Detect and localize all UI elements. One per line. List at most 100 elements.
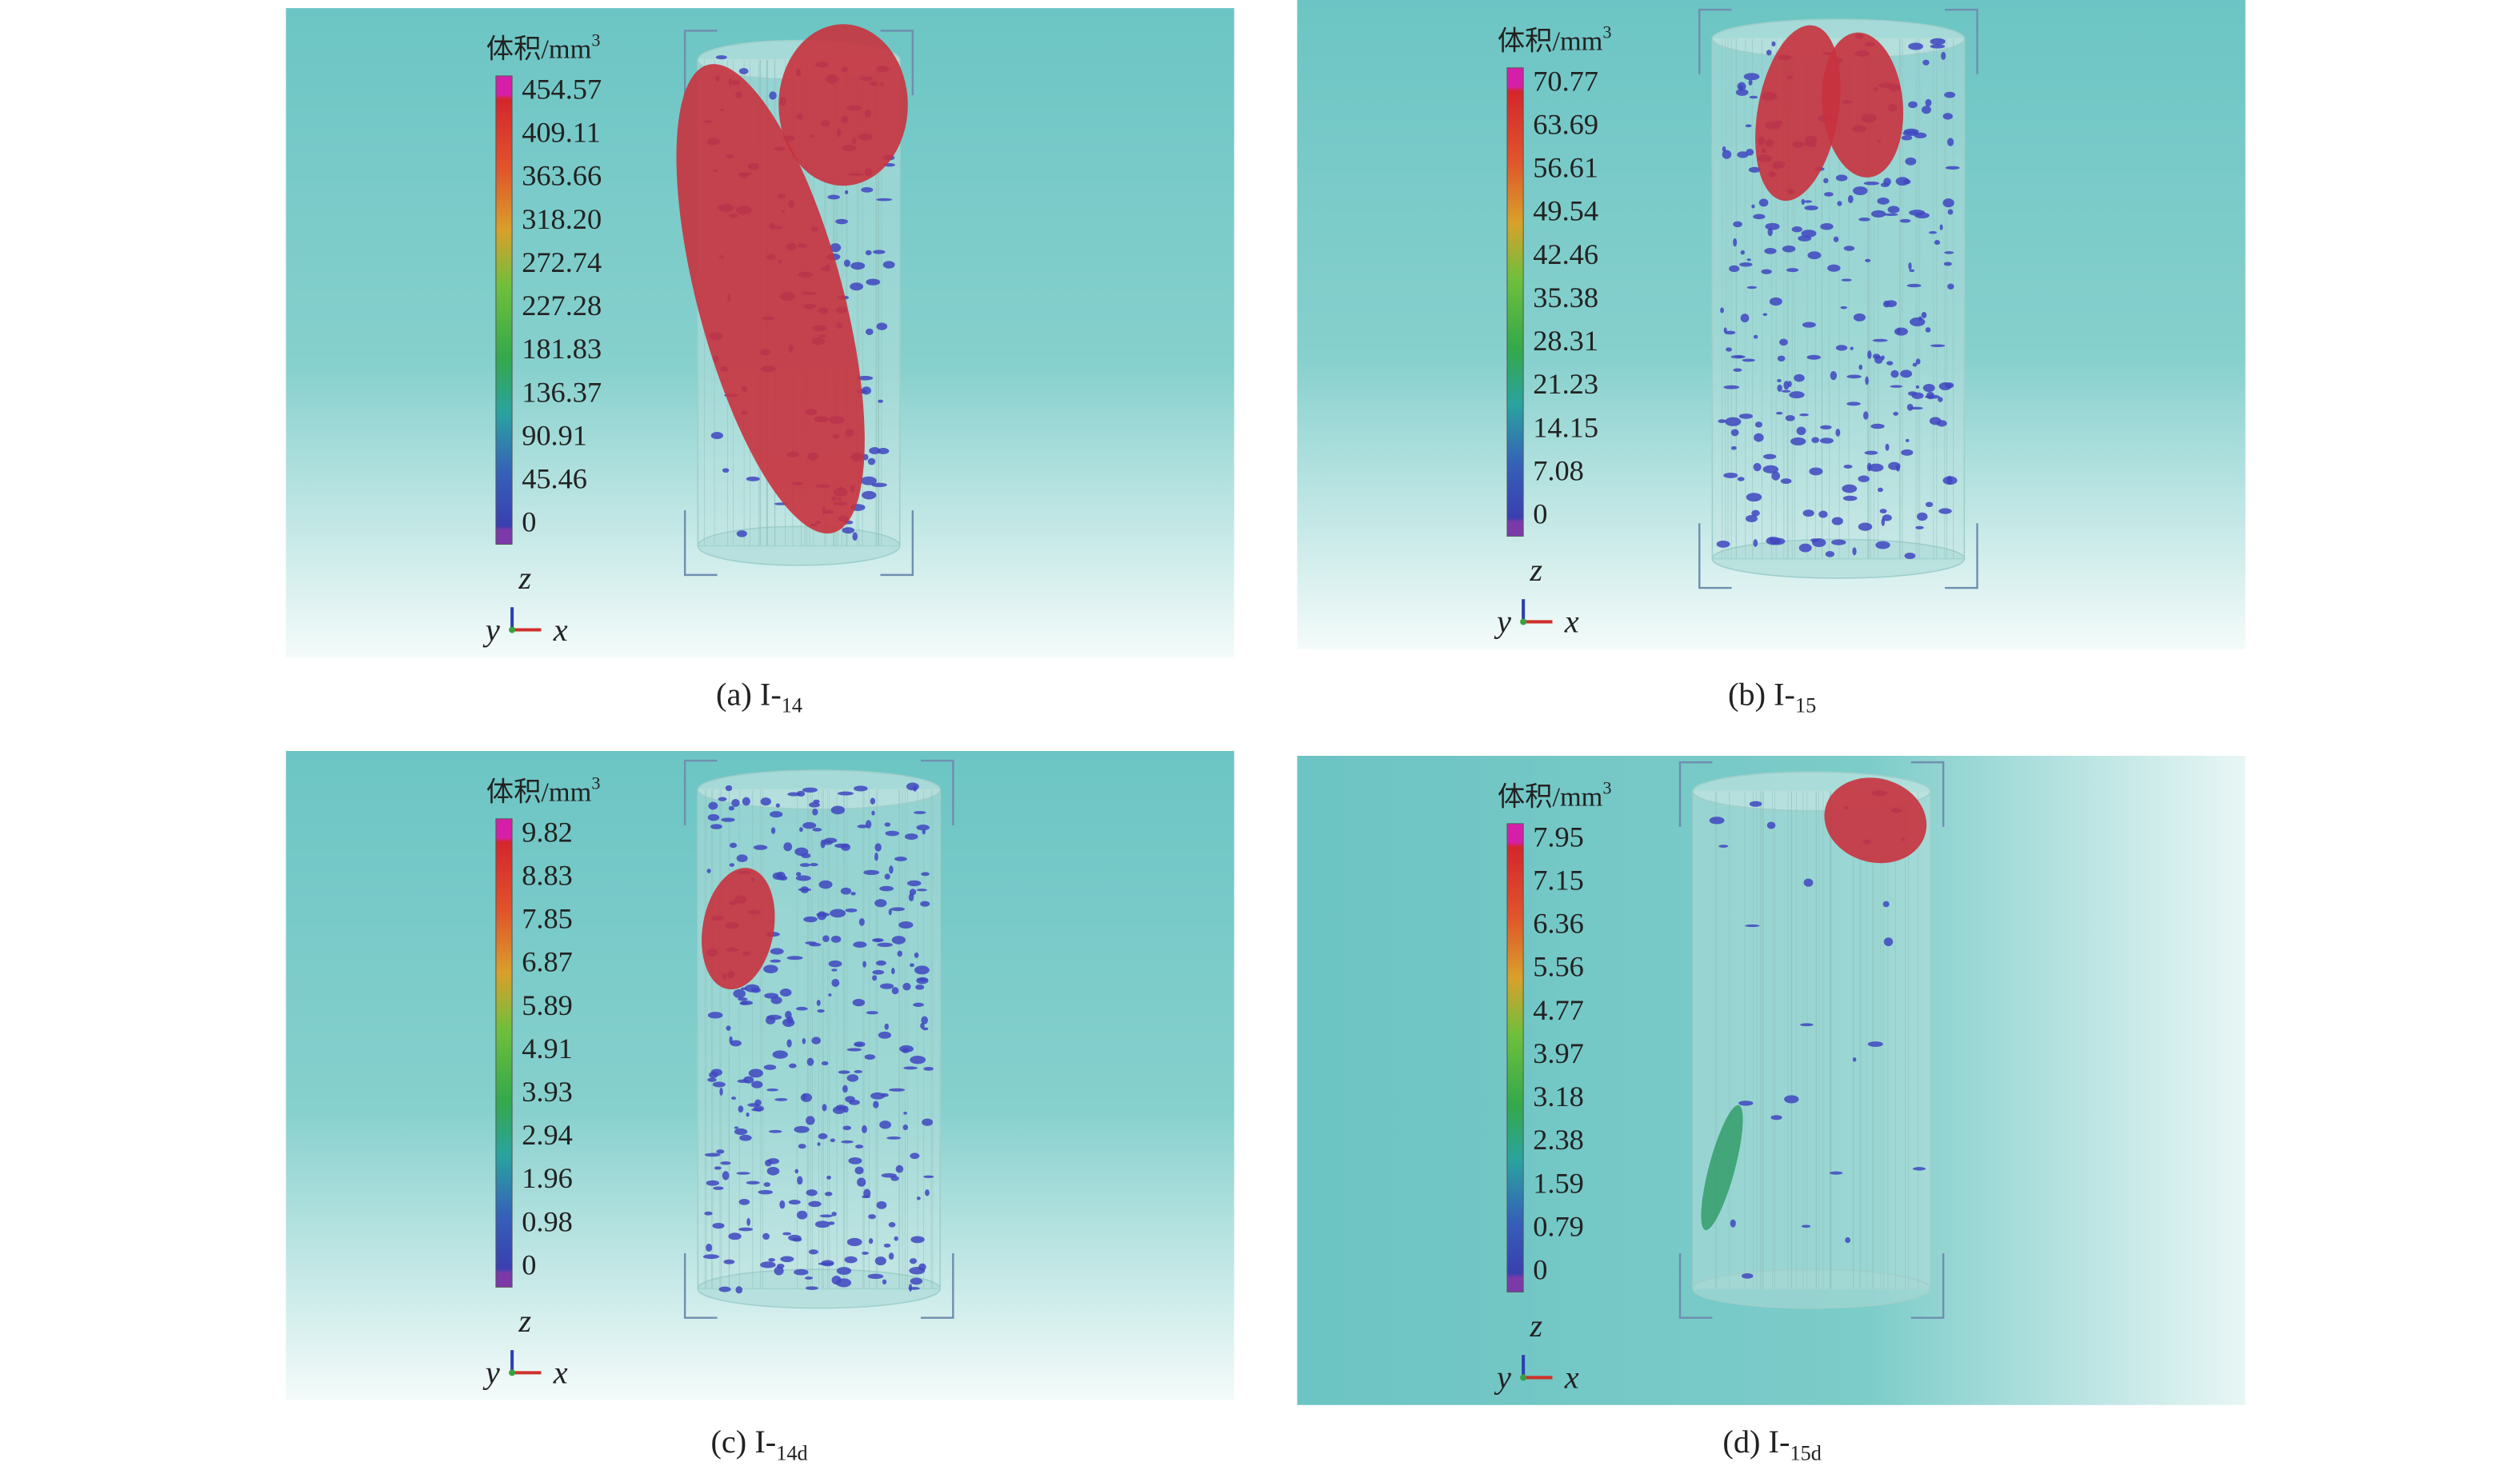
colorbar-tick-label: 8.83 (522, 859, 573, 891)
pore (1872, 354, 1881, 359)
pore (1777, 378, 1782, 383)
pore (1737, 82, 1746, 91)
pore (876, 1200, 887, 1209)
pore (1803, 878, 1814, 887)
pore (1867, 1041, 1883, 1048)
pore (909, 889, 917, 896)
colorbar-tick-label: 227.28 (522, 290, 602, 322)
pore (742, 797, 750, 806)
pore (779, 1200, 786, 1209)
pore (921, 872, 930, 877)
colorbar-tick-label: 272.74 (522, 246, 602, 278)
pore (857, 1177, 866, 1187)
pore (890, 907, 905, 912)
panel-caption: (c) I-14d (710, 1424, 807, 1465)
colorbar-title-sup: 3 (591, 773, 600, 793)
view-bracket (1678, 1252, 1713, 1319)
pore (1853, 313, 1866, 322)
fracture (1755, 25, 1841, 202)
pore (1947, 209, 1954, 215)
colorbar-title-text: 体积/mm (1498, 781, 1603, 812)
pore (805, 941, 817, 945)
pore (902, 982, 911, 991)
pore (888, 909, 892, 916)
pore (1794, 373, 1805, 382)
pore (831, 969, 838, 972)
pore (1800, 1023, 1814, 1027)
pore (798, 1144, 806, 1149)
pore (803, 916, 818, 923)
pore (731, 798, 740, 807)
pore (1746, 493, 1762, 502)
pore (873, 1101, 879, 1108)
pore (921, 1016, 929, 1025)
pore (1820, 425, 1832, 429)
pore (1877, 197, 1890, 205)
pore (1753, 462, 1762, 472)
pore (1938, 508, 1952, 514)
pore (822, 935, 830, 943)
pore (747, 1103, 759, 1107)
pore (1847, 195, 1854, 204)
pore (787, 792, 801, 797)
pore (818, 1132, 828, 1140)
pore (1745, 924, 1760, 928)
pore (1915, 385, 1920, 389)
pore (718, 797, 727, 801)
caption-subscript: 14 (782, 693, 802, 717)
pore (1902, 130, 1919, 137)
pore (1735, 89, 1749, 96)
pore (1829, 1171, 1843, 1175)
pore (1753, 214, 1766, 220)
pore (738, 997, 748, 1001)
pore (725, 785, 733, 792)
pore (1771, 41, 1776, 47)
pore (1810, 538, 1819, 542)
pore (874, 852, 878, 861)
pore (1947, 283, 1954, 290)
pore (1790, 437, 1806, 445)
pore (1796, 426, 1806, 436)
pore (1743, 73, 1760, 81)
pore (1811, 437, 1820, 444)
pore (842, 1125, 852, 1131)
pore (878, 399, 884, 403)
view-bracket (683, 1252, 718, 1319)
pore (710, 432, 724, 440)
pore (1775, 411, 1783, 415)
pore (1925, 327, 1931, 333)
pore (1767, 228, 1773, 237)
pore (1730, 429, 1739, 437)
pore (786, 956, 803, 961)
pore (800, 886, 810, 893)
colorbar-tick-label: 1.59 (1533, 1167, 1584, 1199)
pore (738, 1198, 750, 1205)
pore (882, 261, 895, 269)
colorbar-tick-label: 363.66 (522, 160, 602, 192)
pore (868, 1238, 874, 1244)
pore (827, 194, 840, 200)
pore (801, 853, 811, 859)
pore (1761, 269, 1772, 274)
pore (877, 448, 890, 454)
pore (713, 1186, 724, 1190)
pore (779, 989, 792, 997)
pore (1803, 200, 1813, 203)
pore (884, 873, 890, 880)
pore (830, 1138, 836, 1143)
pore (1865, 258, 1871, 262)
pore (916, 824, 930, 831)
pore (722, 468, 730, 473)
cylinder-bottom (697, 525, 901, 566)
pore (828, 960, 842, 968)
pore (1716, 540, 1730, 548)
pore (786, 1039, 792, 1048)
pore (729, 863, 735, 867)
pore (704, 1211, 713, 1216)
pore (846, 1074, 859, 1082)
pore (1809, 467, 1823, 476)
pore (1758, 198, 1769, 207)
colorbar-tick-label: 7.08 (1533, 454, 1584, 486)
pore (1733, 238, 1738, 247)
view-bracket (1945, 523, 1978, 589)
